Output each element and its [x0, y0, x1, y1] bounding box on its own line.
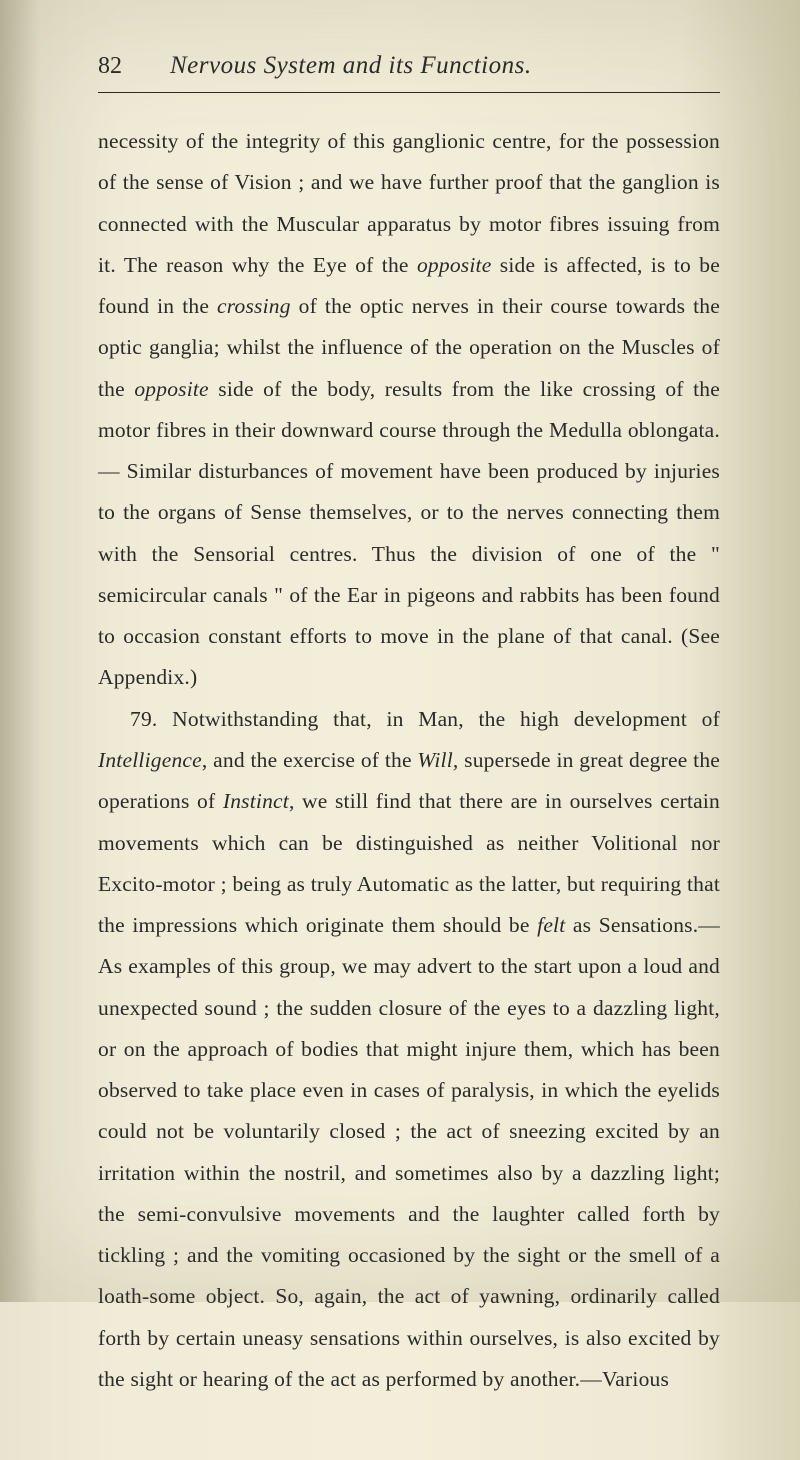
- italic-text: Will: [417, 748, 452, 772]
- italic-text: Intelligence: [98, 748, 202, 772]
- text-run: as Sensations.—As examples of this group…: [98, 913, 720, 1391]
- body-text: necessity of the integrity of this gangl…: [98, 121, 720, 1400]
- header-rule: [98, 92, 720, 93]
- italic-text: crossing: [217, 294, 291, 318]
- text-run: side of the body, results from the like …: [98, 377, 720, 690]
- text-run: , and the exercise of the: [202, 748, 418, 772]
- running-title: Nervous System and its Functions.: [170, 52, 532, 80]
- text-run: 79. Notwithstanding that, in Man, the hi…: [130, 707, 720, 731]
- page-number: 82: [98, 53, 122, 80]
- italic-text: Instinct: [223, 789, 289, 813]
- italic-text: felt: [537, 913, 565, 937]
- italic-text: opposite: [417, 253, 491, 277]
- page-header: 82 Nervous System and its Functions.: [98, 52, 720, 80]
- paragraph-2: 79. Notwithstanding that, in Man, the hi…: [98, 699, 720, 1401]
- paragraph-1: necessity of the integrity of this gangl…: [98, 121, 720, 699]
- italic-text: opposite: [134, 377, 208, 401]
